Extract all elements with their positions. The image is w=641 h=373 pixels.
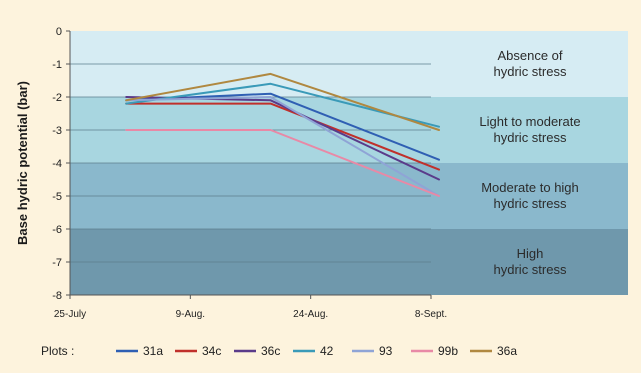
zone-label-1-1: hydric stress (494, 130, 567, 145)
x-tick-label-2: 24-Aug. (293, 309, 328, 320)
y-tick-label-6: -6 (52, 224, 62, 236)
y-tick-label-0: 0 (56, 26, 62, 38)
zone-label-0-0: Absence of (497, 48, 562, 63)
zone-label-3-0: High (517, 246, 544, 261)
legend-label-99b: 99b (438, 344, 458, 358)
zone-label-0-1: hydric stress (494, 64, 567, 79)
x-tick-label-0: 25-July (54, 309, 86, 320)
y-tick-label-3: -3 (52, 125, 62, 137)
series-line-36a (125, 72, 440, 131)
series-line-42 (125, 82, 440, 128)
zone-label-3-1: hydric stress (494, 262, 567, 277)
legend-label-34c: 34c (202, 344, 221, 358)
legend-label-93: 93 (379, 344, 393, 358)
x-tick-label-3: 8-Sept. (415, 309, 447, 320)
zone-label-2-0: Moderate to high (481, 180, 579, 195)
y-tick-label-7: -7 (52, 257, 62, 269)
zone-label-2-1: hydric stress (494, 196, 567, 211)
series-line-93 (125, 96, 440, 197)
legend-label-31a: 31a (143, 344, 163, 358)
legend-title: Plots : (41, 344, 74, 358)
y-tick-label-4: -4 (52, 158, 62, 170)
x-tick-label-1: 9-Aug. (176, 309, 205, 320)
y-tick-label-8: -8 (52, 290, 62, 302)
legend-label-36c: 36c (261, 344, 280, 358)
legend-label-36a: 36a (497, 344, 517, 358)
zone-label-1-0: Light to moderate (479, 114, 580, 129)
y-tick-label-5: -5 (52, 191, 62, 203)
legend-label-42: 42 (320, 344, 334, 358)
series-line-99b (125, 129, 440, 197)
series-line-34c (125, 102, 440, 171)
y-tick-label-2: -2 (52, 92, 62, 104)
y-tick-label-1: -1 (52, 59, 62, 71)
y-axis-title: Base hydric potential (bar) (15, 81, 30, 245)
series-line-36c (125, 96, 440, 181)
